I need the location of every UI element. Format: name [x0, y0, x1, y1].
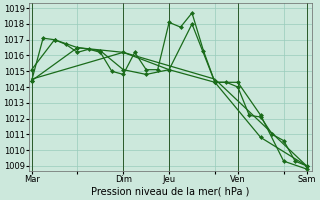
X-axis label: Pression niveau de la mer( hPa ): Pression niveau de la mer( hPa )	[91, 187, 250, 197]
